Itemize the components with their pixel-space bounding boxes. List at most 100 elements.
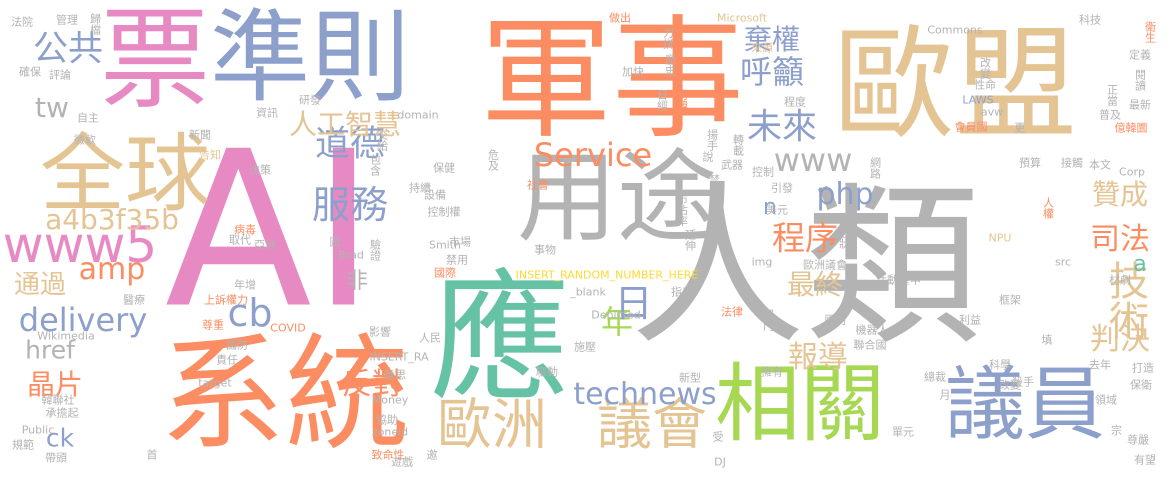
cloud-word: 未來 [746, 107, 818, 148]
cloud-word: 施壓 [574, 340, 596, 354]
cloud-word: 危及 [486, 149, 500, 171]
cloud-word: 禁用 [446, 253, 468, 267]
cloud-word: Smith [428, 238, 462, 252]
cloud-word: Public [21, 423, 55, 437]
cloud-word: 尊嚴 [1127, 433, 1149, 447]
cloud-word: AI [164, 104, 376, 356]
cloud-word: 指出 [671, 285, 693, 299]
cloud-word: 引發 [771, 181, 793, 195]
cloud-word: 軍事 [480, 3, 744, 157]
cloud-word: LAWS [962, 93, 994, 107]
cloud-word: 新聞 [189, 128, 211, 142]
cloud-word: 重申 [899, 273, 921, 287]
cloud-word: 歷史 [663, 54, 677, 76]
cloud-word: 病毒 [234, 223, 256, 237]
cloud-word: COVID [270, 321, 306, 335]
cloud-word: 社會 [527, 178, 549, 192]
cloud-word: INSERT_RANDOM_NUMBER_HERE [515, 268, 699, 282]
cloud-word: 受 [712, 430, 724, 444]
cloud-word: src [1054, 255, 1072, 269]
cloud-word: 部門 [761, 309, 775, 331]
cloud-word: 性命 [974, 78, 996, 92]
cloud-word: 控制 [752, 165, 774, 179]
cloud-word: 南韓 [675, 89, 689, 111]
cloud-word: 法律 [721, 305, 743, 319]
cloud-word: 責任 [216, 353, 238, 367]
cloud-word: 有望 [1134, 453, 1156, 467]
cloud-word: a [1133, 252, 1147, 277]
cloud-word: 承擔起 [45, 406, 79, 420]
cloud-word: 殺手 [1012, 375, 1034, 389]
cloud-word: 總裁 [924, 370, 946, 384]
cloud-word: 設備 [424, 188, 446, 202]
cloud-word: 包含 [368, 154, 382, 176]
cloud-word: 服務 [311, 183, 389, 227]
cloud-word: 歐洲議會 [803, 258, 847, 272]
cloud-word: 預算 [1019, 156, 1041, 170]
cloud-word: 日經 [655, 89, 669, 111]
cloud-word: 轉載 [731, 134, 745, 156]
cloud-word: Corp [1119, 165, 1145, 179]
cloud-word: 報導 [788, 340, 848, 375]
cloud-word: 人權 [1041, 197, 1055, 219]
cloud-word: 程度 [784, 95, 806, 109]
cloud-word: 說 [702, 150, 714, 164]
cloud-word: 帶頭 [45, 451, 67, 465]
cloud-word: 新型 [679, 371, 701, 385]
cloud-word: 意思 [384, 368, 406, 382]
cloud-word: 武器 [721, 158, 743, 172]
cloud-word: 全球 [39, 125, 211, 225]
cloud-word: Money [371, 393, 409, 407]
cloud-word: 贊成 [1091, 178, 1149, 211]
cloud-word: 活動 [876, 273, 898, 287]
cloud-word: 網路 [868, 157, 882, 179]
cloud-word: Service [533, 136, 653, 174]
cloud-word: 人民 [419, 331, 441, 345]
cloud-word: 程序 [772, 218, 838, 258]
cloud-word: 單元 [892, 425, 914, 439]
cloud-word: 反對 [342, 367, 402, 402]
cloud-word: 來源 [751, 41, 773, 55]
cloud-word: 韓聯社 [41, 393, 75, 407]
cloud-word: 衛生 [1143, 21, 1157, 43]
cloud-word: Wikimedia [37, 329, 95, 343]
cloud-word: 人工智慧 [288, 108, 402, 141]
cloud-word: 確保 [19, 65, 41, 79]
cloud-word: 保衛 [1130, 378, 1152, 392]
cloud-word: 更 [1014, 121, 1026, 135]
cloud-word: 遊戲 [391, 455, 413, 469]
cloud-word: 接觸 [1061, 156, 1083, 170]
cloud-word: ck [45, 423, 75, 453]
cloud-word: 最終 [786, 268, 844, 301]
cloud-word: 告知 [199, 148, 221, 162]
cloud-word: 國際 [434, 266, 456, 280]
cloud-word: 用途 [517, 139, 717, 256]
cloud-word: 改變 [999, 378, 1021, 392]
cloud-word: 歐盟 [833, 14, 1077, 156]
cloud-word: 普及 [1099, 108, 1121, 122]
cloud-word: a4b3f35b [45, 203, 179, 236]
cloud-word: 棄權 [743, 23, 801, 56]
cloud-word: 歸檔 [88, 13, 102, 35]
cloud-word: 會員國 [954, 120, 988, 134]
cloud-word: 正當 [1105, 84, 1119, 106]
cloud-word: 禁止 [707, 174, 721, 196]
cloud-word: 系統 [160, 322, 410, 468]
cloud-word: 材劇 [1109, 273, 1131, 287]
cloud-word: 首 [146, 448, 158, 462]
cloud-word: 冠狀 [837, 227, 851, 249]
cloud-word: tw [35, 91, 69, 124]
cloud-word: Brad [338, 248, 364, 262]
cloud-word: 相關 [714, 355, 886, 455]
cloud-word: amp [78, 252, 146, 287]
cloud-word: 致命性 [371, 448, 405, 462]
cloud-word: 票 [100, 0, 210, 124]
cloud-word: 評論 [49, 68, 71, 82]
cloud-word: 科技 [1079, 13, 1101, 27]
cloud-word: 定義 [1129, 48, 1151, 62]
cloud-word: 微軟 [74, 133, 96, 147]
cloud-word: 協助 [376, 413, 398, 427]
cloud-word: 控制權 [427, 205, 461, 219]
cloud-word: 公共 [32, 29, 104, 70]
cloud-word: 自主 [77, 111, 99, 125]
